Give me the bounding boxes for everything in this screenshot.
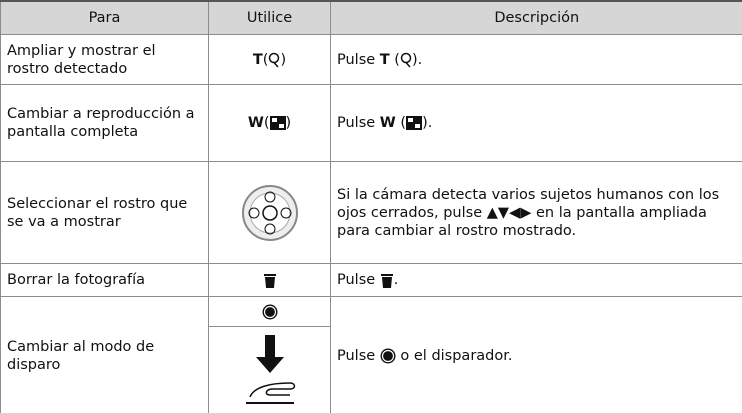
row (1, 326, 742, 413)
header-cell: Utilice (208, 0, 331, 35)
desc-cell: Pulse . (330, 263, 742, 297)
use-cell (208, 296, 331, 327)
row: Borrar la fotografía Pulse . (0, 263, 742, 297)
text: ( (395, 115, 407, 131)
text: Pulse (337, 347, 380, 364)
desc-cell: Pulse o el disparador. (330, 296, 742, 413)
delete-icon (263, 274, 276, 288)
zoom-icon (269, 52, 280, 67)
text: ). (411, 51, 423, 68)
ok-icon (262, 304, 277, 319)
text: Si la cámara detecta varios sujetos huma… (337, 186, 720, 221)
header-cell: Para (0, 0, 209, 35)
text: Pulse (337, 51, 380, 68)
use-cell: W() (208, 84, 331, 162)
paren: ) (280, 51, 287, 68)
key: T (379, 51, 390, 68)
text: ). (422, 115, 433, 131)
delete-icon (380, 274, 393, 288)
row: Cambiar a reproducción a pantalla comple… (0, 84, 742, 162)
text: . (393, 272, 399, 288)
header-cell: Descripción (330, 0, 742, 35)
para-cell: Cambiar a reproducción a pantalla comple… (0, 84, 209, 162)
use-cell (208, 161, 331, 264)
desc-cell: Pulse T (). (330, 34, 742, 85)
para-cell: Cambiar al modo de disparo (0, 296, 209, 413)
text: en la pantalla ampliada para cambiar al … (337, 204, 707, 239)
paren: ) (285, 115, 292, 131)
paren: ( (262, 51, 269, 68)
row: Seleccionar el rostro que se va a mostra… (0, 161, 742, 264)
thumbnail-icon (406, 116, 423, 130)
use-cell: T() (208, 34, 331, 85)
row: Cambiar al modo de disparo Pulse o el di… (0, 296, 742, 413)
zoom-icon (400, 52, 412, 67)
thumbnail-icon (269, 116, 286, 130)
header-row: Para Utilice Descripción (0, 0, 742, 35)
paren: ( (263, 115, 270, 131)
para-cell: Seleccionar el rostro que se va a mostra… (0, 161, 209, 264)
use-cell (208, 326, 331, 413)
text: Pulse (337, 272, 380, 288)
key: W (379, 115, 396, 131)
shutter-icon (245, 334, 295, 404)
ok-icon (380, 348, 396, 363)
desc-cell: Si la cámara detecta varios sujetos huma… (330, 161, 742, 264)
para-cell: Ampliar y mostrar el rostro detectado (0, 34, 209, 85)
arrows: ▲▼◀▶ (486, 204, 532, 221)
text: ( (389, 51, 400, 68)
text: Pulse (337, 115, 380, 131)
key: W (247, 115, 264, 131)
row: Ampliar y mostrar el rostro detectado T(… (0, 34, 742, 85)
use-cell (208, 263, 331, 297)
desc-cell: Pulse W (). (330, 84, 742, 162)
key: T (252, 51, 263, 68)
para-cell: Borrar la fotografía (0, 263, 209, 297)
text: o el disparador. (395, 347, 513, 364)
multi-selector-icon (241, 184, 298, 241)
